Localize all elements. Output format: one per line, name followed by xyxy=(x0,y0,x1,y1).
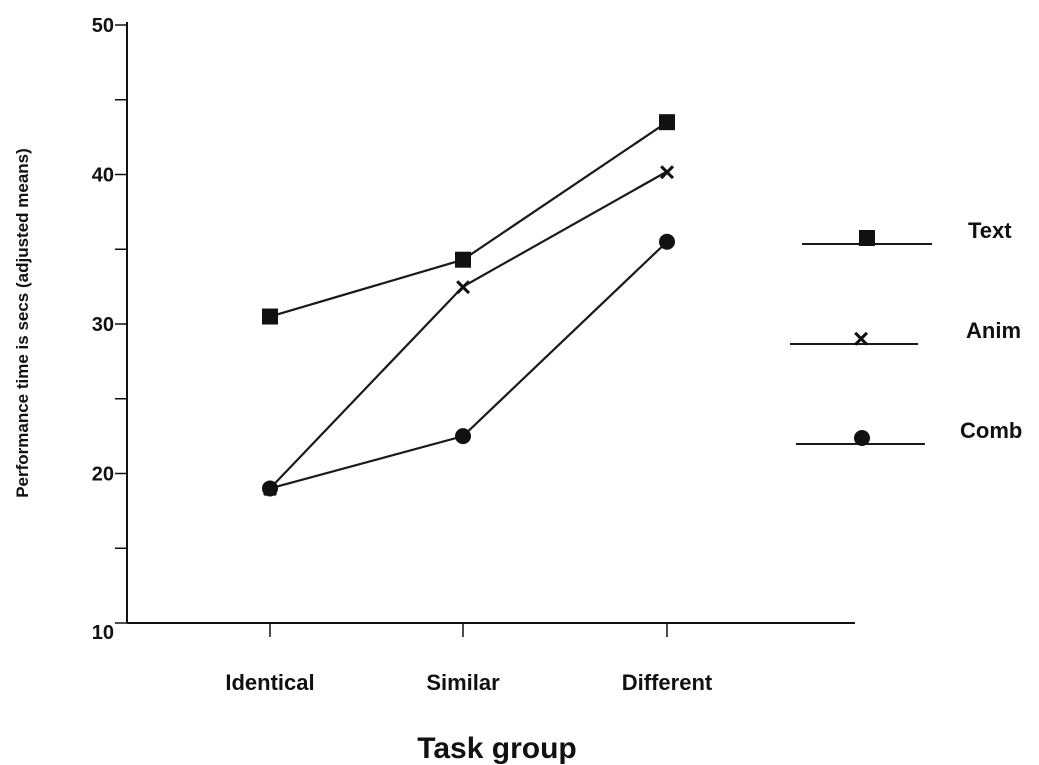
data-point-square xyxy=(262,308,278,325)
x-tick-label: Identical xyxy=(225,670,314,695)
legend: Text × Anim Comb xyxy=(790,218,1022,446)
y-tick-label: 10 xyxy=(92,622,114,644)
data-point-x: × xyxy=(853,323,869,354)
data-point-x: × xyxy=(455,272,471,303)
series-text xyxy=(262,114,675,325)
data-point-circle xyxy=(659,233,675,250)
data-point-square xyxy=(455,251,471,268)
series-anim: ××× xyxy=(262,157,675,505)
data-point-circle xyxy=(854,430,870,446)
x-ticks: Identical Similar Different xyxy=(225,623,713,695)
legend-item-text: Text xyxy=(802,218,1012,246)
y-tick-label: 30 xyxy=(92,314,114,336)
legend-label: Text xyxy=(968,218,1012,243)
x-tick-label: Similar xyxy=(426,670,500,695)
data-point-circle xyxy=(455,428,471,445)
series-group: ××× xyxy=(262,114,675,504)
series-line xyxy=(269,170,668,490)
y-tick-label: 50 xyxy=(92,15,114,37)
y-tick-label: 20 xyxy=(92,464,114,486)
legend-item-comb: Comb xyxy=(796,418,1022,446)
axes xyxy=(126,22,855,624)
series-comb xyxy=(262,233,675,497)
data-point-square xyxy=(859,230,875,246)
legend-item-anim: × Anim xyxy=(790,318,1021,354)
y-tick-label: 40 xyxy=(92,165,114,187)
data-point-x: × xyxy=(659,157,675,188)
data-point-circle xyxy=(262,480,278,497)
x-tick-label: Different xyxy=(622,670,713,695)
y-axis-title: Performance time is secs (adjusted means… xyxy=(13,148,32,498)
legend-label: Comb xyxy=(960,418,1022,443)
x-axis-title: Task group xyxy=(417,732,576,765)
legend-label: Anim xyxy=(966,318,1021,343)
data-point-square xyxy=(659,114,675,131)
y-ticks: 10 20 30 40 50 xyxy=(92,15,127,644)
